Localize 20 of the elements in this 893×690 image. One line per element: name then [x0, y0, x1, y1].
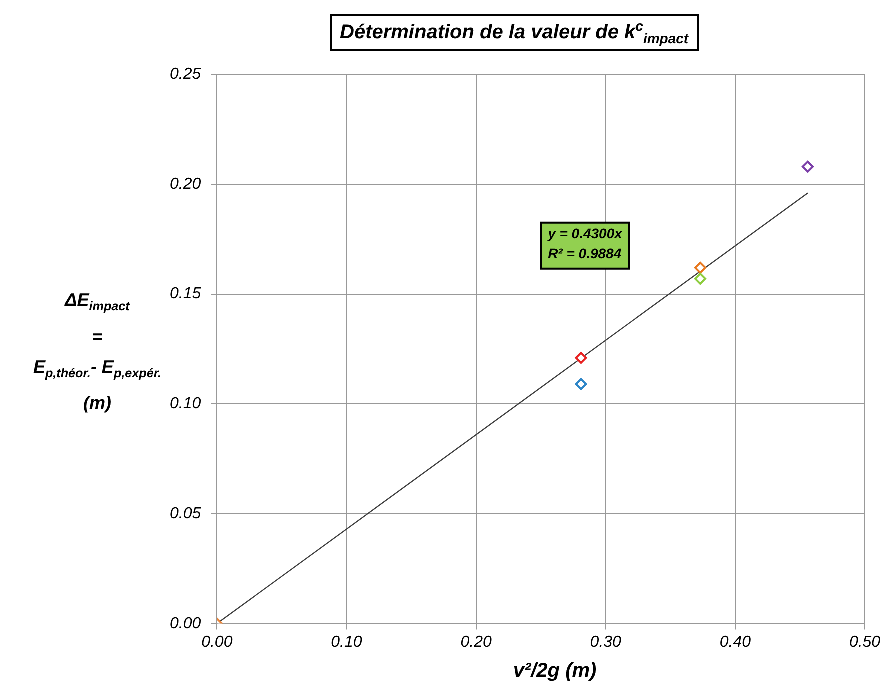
- y-tick-label: 0.25: [170, 66, 202, 84]
- y-tick-label: 0.15: [170, 286, 202, 303]
- text: ΔE$_{impact}$ = E$_{p,théor.}$- E$_{p,expér.}$ (m): [33, 290, 162, 414]
- x-tick-label: 0.00: [202, 634, 233, 651]
- y-tick-label: 0.10: [170, 396, 202, 413]
- x-tick-label: 0.10: [331, 634, 362, 651]
- x-tick-label: 0.40: [720, 634, 752, 651]
- point: [694, 272, 706, 285]
- y-tick-label: 0.00: [170, 615, 202, 632]
- x-tick-label: 0.30: [590, 634, 622, 651]
- point: [575, 352, 588, 364]
- x-tick-label: 0.50: [849, 634, 881, 651]
- y-tick-label: 0.05: [170, 505, 202, 522]
- point: [694, 262, 706, 274]
- annotation: y = 0.4300x R² = 0.9884: [547, 226, 624, 262]
- y-tick-label: 0.20: [170, 176, 202, 193]
- x-axis-title: v²/2g (m): [512, 660, 598, 683]
- point: [802, 160, 814, 173]
- x-tick-label: 0.20: [460, 634, 492, 651]
- point: [575, 378, 588, 390]
